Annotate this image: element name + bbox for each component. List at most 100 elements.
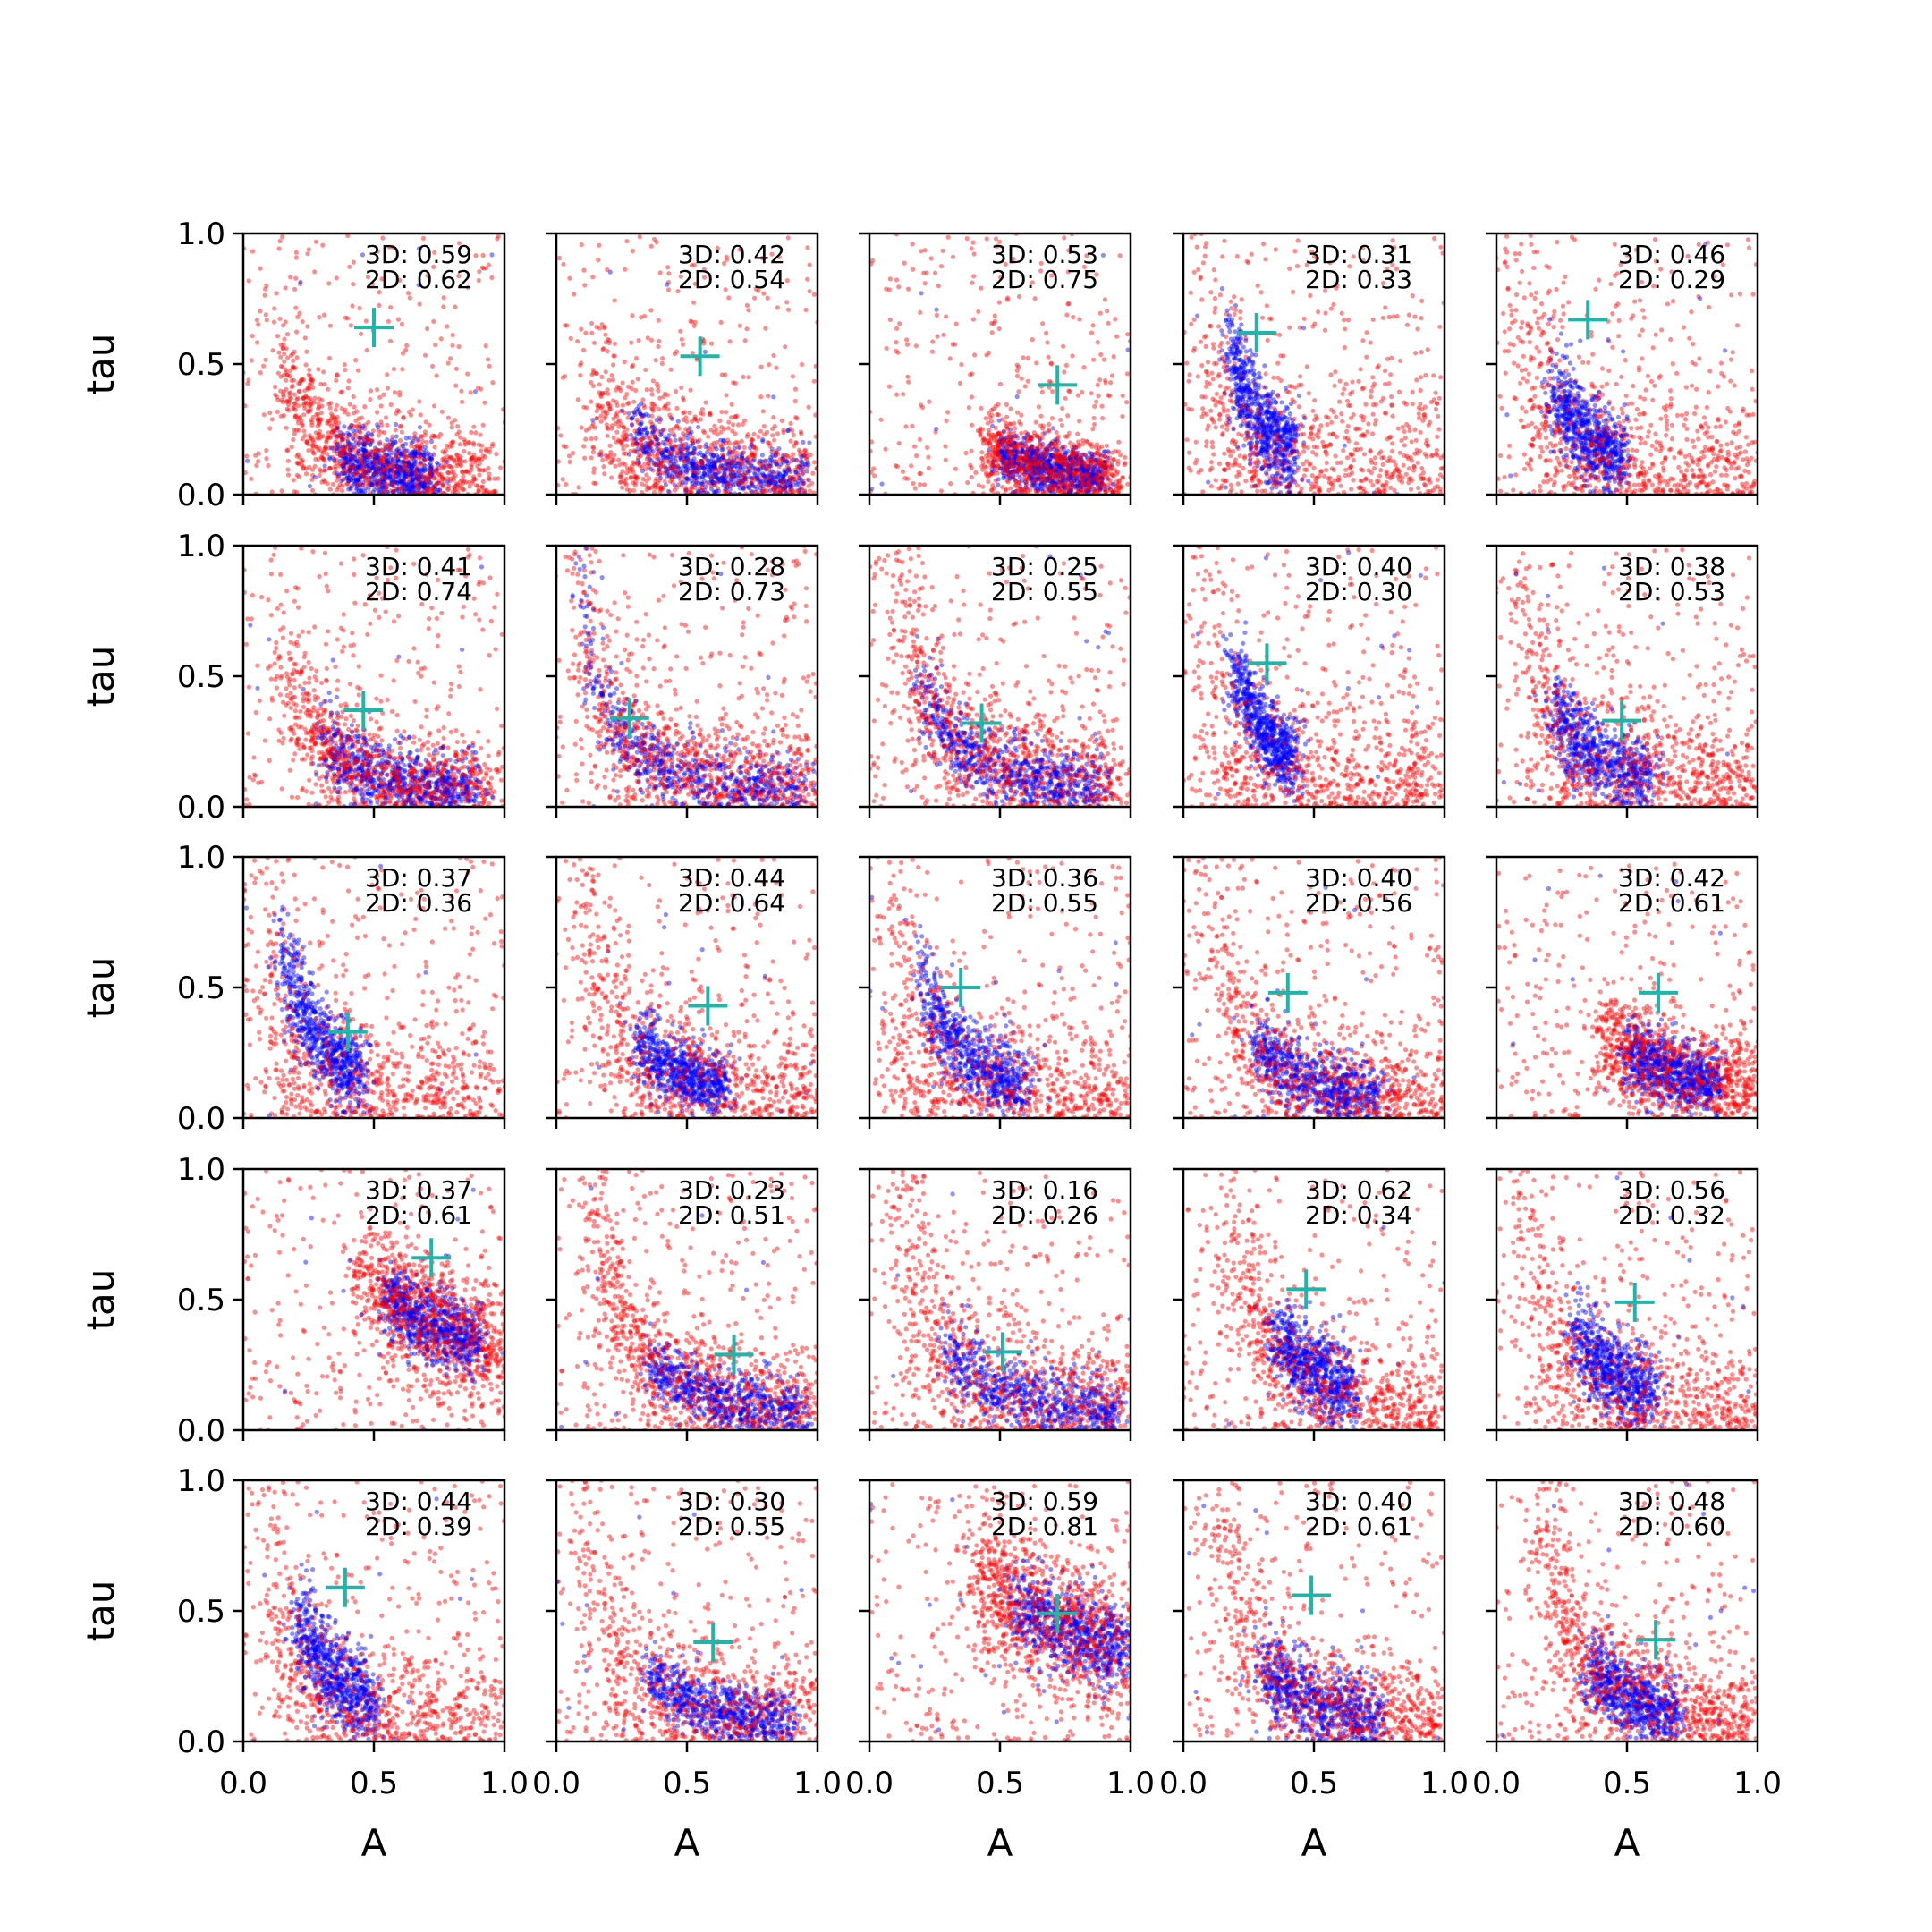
data-point bbox=[304, 349, 309, 354]
data-point bbox=[792, 479, 798, 486]
data-point bbox=[996, 464, 1001, 470]
data-point bbox=[1045, 444, 1050, 449]
data-point bbox=[599, 403, 606, 409]
data-point bbox=[394, 480, 400, 487]
data-point bbox=[310, 450, 316, 455]
data-point bbox=[764, 466, 769, 472]
data-point bbox=[990, 432, 996, 438]
data-point bbox=[469, 455, 475, 461]
data-point bbox=[640, 413, 645, 419]
data-point bbox=[997, 381, 1003, 386]
data-point bbox=[740, 485, 746, 491]
data-point bbox=[650, 468, 656, 473]
data-point bbox=[1015, 461, 1021, 466]
data-point bbox=[691, 496, 695, 500]
data-point bbox=[323, 445, 328, 450]
data-point bbox=[418, 444, 423, 449]
data-point bbox=[1031, 482, 1037, 487]
data-point bbox=[403, 481, 409, 487]
data-point bbox=[357, 421, 362, 428]
data-point bbox=[355, 482, 360, 487]
data-point bbox=[742, 470, 749, 476]
data-point bbox=[751, 456, 758, 462]
data-point bbox=[1093, 465, 1098, 470]
data-point bbox=[1040, 426, 1046, 431]
data-point bbox=[663, 482, 669, 487]
data-point bbox=[1038, 464, 1044, 470]
data-point bbox=[384, 453, 389, 458]
data-point bbox=[799, 462, 805, 468]
data-point bbox=[1051, 468, 1056, 473]
data-point bbox=[738, 479, 744, 485]
data-point bbox=[1060, 444, 1065, 450]
data-point bbox=[289, 377, 294, 383]
data-point bbox=[1018, 487, 1023, 492]
data-point bbox=[355, 483, 360, 488]
data-point bbox=[1065, 269, 1071, 275]
data-point bbox=[430, 486, 436, 491]
data-point bbox=[1105, 309, 1110, 314]
data-point bbox=[997, 239, 1003, 244]
data-point bbox=[413, 455, 419, 462]
data-point bbox=[571, 450, 576, 456]
data-point bbox=[397, 486, 402, 492]
data-point bbox=[701, 341, 707, 346]
data-point bbox=[1070, 472, 1075, 478]
data-point bbox=[1037, 455, 1042, 462]
data-point bbox=[324, 439, 329, 445]
data-point bbox=[1047, 458, 1053, 463]
data-point bbox=[753, 466, 758, 471]
data-point bbox=[594, 324, 599, 330]
data-point bbox=[1004, 463, 1010, 470]
data-point bbox=[1012, 420, 1017, 426]
data-point bbox=[345, 438, 351, 444]
data-point bbox=[674, 453, 680, 458]
data-point bbox=[926, 465, 931, 471]
data-point bbox=[1084, 483, 1089, 488]
data-point bbox=[397, 473, 402, 479]
data-point bbox=[775, 452, 781, 457]
data-point bbox=[335, 425, 340, 430]
data-point bbox=[793, 440, 799, 445]
data-point bbox=[365, 460, 370, 465]
data-point bbox=[421, 484, 427, 489]
data-point bbox=[397, 451, 402, 456]
data-point bbox=[300, 423, 305, 428]
data-point bbox=[699, 458, 704, 464]
data-point bbox=[1011, 453, 1016, 459]
data-point bbox=[380, 489, 386, 495]
data-point bbox=[1004, 447, 1010, 453]
data-point bbox=[648, 425, 655, 430]
data-point bbox=[711, 462, 716, 468]
data-point bbox=[708, 411, 713, 418]
data-point bbox=[733, 453, 740, 459]
data-point bbox=[718, 429, 724, 435]
data-point bbox=[1053, 480, 1058, 486]
data-point bbox=[607, 453, 613, 458]
data-point bbox=[758, 486, 763, 491]
data-point bbox=[1054, 481, 1059, 487]
data-point bbox=[990, 449, 996, 454]
data-point bbox=[1045, 459, 1050, 464]
data-point bbox=[677, 466, 682, 471]
data-point bbox=[719, 475, 724, 480]
data-point bbox=[723, 372, 728, 377]
data-point bbox=[318, 417, 324, 422]
data-point bbox=[720, 463, 726, 469]
data-point bbox=[623, 395, 628, 401]
data-point bbox=[797, 452, 803, 457]
data-point bbox=[1030, 476, 1035, 481]
data-point bbox=[764, 488, 770, 494]
data-point bbox=[350, 453, 355, 459]
data-point bbox=[1089, 489, 1095, 495]
data-point bbox=[1055, 486, 1061, 491]
data-point bbox=[403, 462, 409, 467]
data-point bbox=[579, 326, 584, 332]
data-point bbox=[382, 453, 387, 459]
data-point bbox=[309, 418, 314, 423]
data-point bbox=[467, 440, 472, 445]
data-point bbox=[1001, 470, 1006, 476]
data-point bbox=[1094, 457, 1099, 462]
data-point bbox=[380, 235, 386, 241]
data-point bbox=[739, 247, 744, 252]
